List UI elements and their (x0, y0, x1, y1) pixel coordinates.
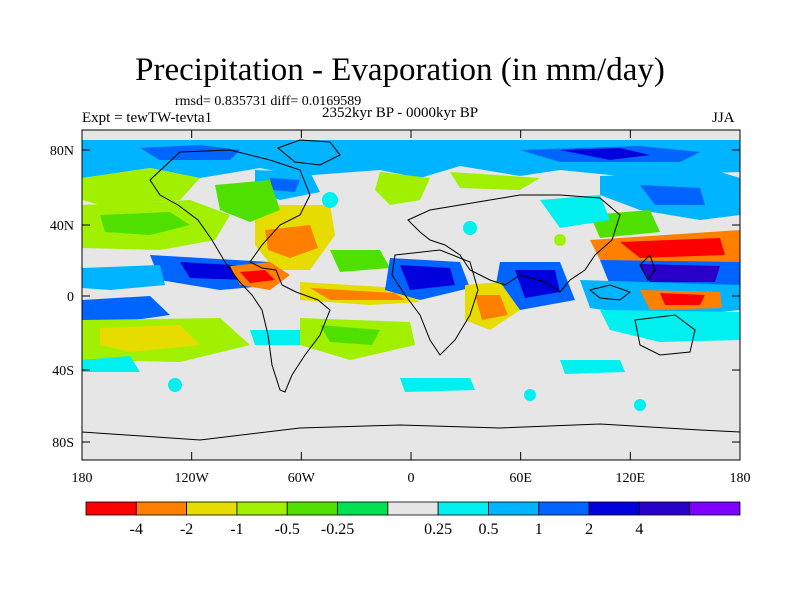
colorbar-swatch (638, 501, 691, 516)
x-tick-label: 60W (288, 471, 316, 486)
colorbar-swatch (437, 501, 489, 516)
colorbar-label: -1 (230, 521, 243, 538)
colorbar-swatch (85, 501, 137, 516)
y-tick-label: 80N (50, 144, 74, 159)
colorbar-swatch (186, 501, 238, 516)
colorbar-label: -0.5 (275, 521, 300, 538)
x-tick-label: 120E (616, 471, 646, 486)
colorbar-label: -4 (130, 521, 143, 538)
y-tick-label: 0 (67, 290, 74, 305)
colorbar-swatch (387, 501, 439, 516)
x-tick-label: 180 (72, 471, 93, 486)
stats-label: rmsd= 0.835731 diff= 0.0169589 (175, 94, 362, 109)
precip-field (82, 140, 740, 411)
map-panel (81, 129, 741, 461)
colorbar-swatch (588, 501, 640, 516)
coastlines (82, 139, 740, 441)
colorbar-label: 1 (535, 521, 543, 538)
colorbar-label: 0.25 (424, 521, 452, 538)
colorbar: -4 -2 -1 -0.5 -0.25 0.25 0.5 1 2 4 (85, 501, 741, 538)
x-tick-label: 120W (175, 471, 210, 486)
x-tick-label: 0 (408, 471, 415, 486)
x-tick-label: 60E (509, 471, 532, 486)
colorbar-label: 2 (585, 521, 593, 538)
x-tick-label: 180 (730, 471, 751, 486)
season-label: JJA (712, 110, 735, 126)
colorbar-swatch (286, 501, 338, 516)
colorbar-label: -2 (180, 521, 193, 538)
y-tick-label: 40S (52, 364, 74, 379)
colorbar-swatch (538, 501, 590, 516)
y-tick-label: 80S (52, 436, 74, 451)
colorbar-swatch (488, 501, 540, 516)
colorbar-label: -0.25 (321, 521, 354, 538)
experiment-label: Expt = tewTW-tevta1 (82, 110, 213, 126)
colorbar-swatch (337, 501, 389, 516)
colorbar-swatch (236, 501, 288, 516)
y-tick-label: 40N (50, 219, 74, 234)
colorbar-label: 0.5 (478, 521, 498, 538)
map-title: Precipitation - Evaporation (in mm/day) (135, 52, 665, 88)
colorbar-swatch (689, 501, 741, 516)
period-label: 2352kyr BP - 0000kyr BP (322, 105, 479, 121)
map-axes: 180 120W 60W 0 60E 120E 180 80N 40N 0 40S 80S (50, 130, 751, 486)
colorbar-swatch (135, 501, 188, 516)
colorbar-label: 4 (635, 521, 643, 538)
